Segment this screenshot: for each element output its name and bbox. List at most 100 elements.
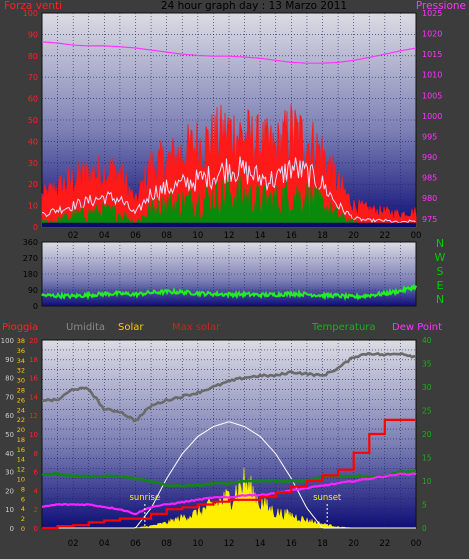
left-tick-label: 10 [28,202,38,211]
series-dew-point [41,472,417,516]
series-max-solar [42,421,416,529]
temperature-tick-label: 20 [422,430,432,439]
x-tick-label: 00 [411,231,422,241]
left-axis-title: Forza venti [4,0,62,12]
x-tick-label: 16 [286,231,297,241]
x-tick-label: 04 [99,231,110,241]
x-tick-label: 18 [317,539,328,549]
x-tick-label: 06 [130,231,141,241]
solar-tick-label: 6 [21,495,25,503]
x-tick-label: 10 [192,539,203,549]
direction-tick-label: 180 [23,270,38,279]
weather-panel-series: sunrise sunset [41,351,417,530]
right-tick-label: 1010 [422,71,442,80]
x-tick-label: 22 [379,231,390,241]
x-tick-label: 22 [379,539,390,549]
legend-item: Solar [118,322,144,333]
legend-item: Max solar [172,322,221,333]
right-tick-label: 1005 [422,91,442,100]
rain-tick-label: 8 [34,450,38,458]
x-tick-label: 18 [317,231,328,241]
left-tick-label: 40 [28,137,38,146]
direction-panel-grid [42,242,416,306]
temperature-tick-label: 25 [422,407,432,416]
solar-tick-label: 8 [21,485,25,493]
compass-label: S [437,265,444,278]
direction-panel-series [41,283,417,302]
humidity-tick-label: 80 [5,375,14,383]
left-tick-label: 0 [33,223,38,232]
solar-tick-label: 36 [17,347,25,355]
x-tick-label: 04 [99,539,110,549]
solar-tick-label: 28 [17,386,25,394]
wind-panel-series [41,41,417,228]
series-wind-direction [41,283,417,302]
solar-tick-label: 12 [17,466,25,474]
weather-panel-axes: 1009080706050403020100201816141210864203… [1,336,432,533]
compass-label: N [436,293,444,306]
solar-tick-label: 16 [17,446,25,454]
chart-title: 24 hour graph day : 13 Marzo 2011 [161,0,347,12]
temperature-tick-label: 5 [422,501,427,510]
solar-tick-label: 18 [17,436,25,444]
x-tick-label: 14 [255,231,266,241]
humidity-tick-label: 60 [5,412,14,420]
solar-tick-label: 38 [17,337,25,345]
right-tick-label: 1020 [422,30,442,39]
wind-panel-axes: 1009080706050403020100102510201015101010… [23,9,443,241]
humidity-tick-label: 30 [5,469,14,477]
left-tick-label: 20 [28,180,38,189]
series-humidity [41,351,417,423]
right-tick-label: 985 [422,174,437,183]
x-tick-label: 08 [161,539,172,549]
temperature-tick-label: 35 [422,360,432,369]
solar-tick-label: 4 [21,505,25,513]
legend-item: Dew Point [392,322,442,333]
solar-tick-label: 30 [17,377,25,385]
right-tick-label: 990 [422,153,437,162]
sunset-label: sunset [313,493,342,503]
temperature-tick-label: 10 [422,477,432,486]
x-tick-label: 20 [348,231,359,241]
solar-tick-label: 34 [17,357,25,365]
x-tick-label: 10 [192,231,203,241]
legend-item: Pioggia [2,322,38,333]
x-axis-bottom: 02 04 06 08 10 12 14 16 18 20 22 00 [68,539,422,549]
compass-label: E [437,279,444,292]
solar-tick-label: 0 [21,525,25,533]
x-tick-label: 20 [348,539,359,549]
solar-tick-label: 26 [17,396,25,404]
humidity-tick-label: 20 [5,487,14,495]
direction-tick-label: 90 [28,286,38,295]
rain-tick-label: 16 [29,375,38,383]
sunrise-label: sunrise [129,493,160,503]
left-tick-label: 80 [28,52,38,61]
humidity-tick-label: 50 [5,431,14,439]
x-tick-label: 16 [286,539,297,549]
rain-tick-label: 10 [29,431,38,439]
legend: Pioggia Umidita Solar Max solar Temperatura D… [2,322,442,333]
solar-tick-label: 32 [17,367,25,375]
x-tick-label: 00 [411,539,422,549]
x-tick-label: 12 [224,539,235,549]
solar-tick-label: 14 [17,456,25,464]
temperature-tick-label: 15 [422,454,432,463]
left-tick-label: 50 [28,116,38,125]
rain-tick-label: 14 [29,393,38,401]
wind-floor [42,222,416,227]
left-tick-label: 30 [28,159,38,168]
humidity-tick-label: 40 [5,450,14,458]
temperature-tick-label: 30 [422,383,432,392]
rain-tick-label: 18 [29,356,38,364]
right-tick-label: 975 [422,215,437,224]
series-temperature [41,469,416,488]
x-tick-label: 14 [255,539,266,549]
rain-tick-label: 0 [34,525,38,533]
solar-tick-label: 20 [17,426,25,434]
series-pressure [41,41,417,64]
rain-tick-label: 12 [29,412,38,420]
x-tick-label: 02 [68,539,79,549]
left-tick-label: 70 [28,73,38,82]
